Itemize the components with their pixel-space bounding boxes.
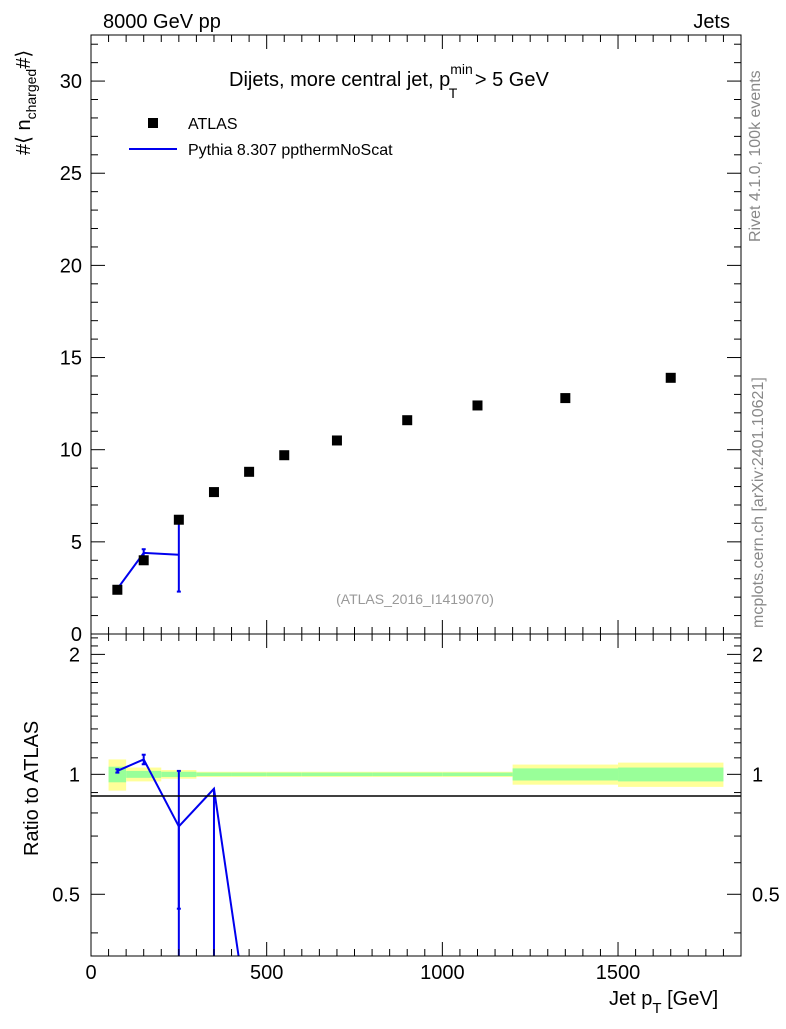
main-panel: 0 5 10 15 20 25 30 Dijets, more central jet, p… bbox=[13, 34, 742, 646]
main-y-tick-label: 10 bbox=[60, 440, 82, 462]
ratio-x-tick-label: 500 bbox=[250, 962, 283, 984]
rivet-label: Rivet 4.1.0, 100k events bbox=[747, 70, 764, 242]
reference-label: (ATLAS_2016_I1419070) bbox=[336, 591, 494, 607]
legend-label-atlas: ATLAS bbox=[188, 116, 238, 133]
main-y-label-end: #⟩ bbox=[13, 50, 35, 69]
ratio-band-green bbox=[196, 772, 232, 777]
atlas-point bbox=[138, 555, 149, 566]
ratio-y-tick-label-right: 2 bbox=[752, 644, 763, 666]
mcplots-label: mcplots.cern.ch [arXiv:2401.10621] bbox=[750, 377, 767, 628]
x-axis-label: Jet pT [GeV] bbox=[609, 988, 718, 1017]
main-y-tick-label: 30 bbox=[60, 71, 82, 93]
ratio-frame bbox=[90, 633, 742, 957]
ratio-band-green bbox=[512, 768, 619, 781]
main-y-tick-label: 20 bbox=[60, 255, 82, 277]
header-right: Jets bbox=[693, 11, 730, 33]
main-y-label-start: #⟨ n bbox=[13, 119, 35, 155]
x-axis-label-sub: T bbox=[652, 1000, 661, 1017]
legend-marker-atlas bbox=[148, 118, 158, 128]
header-left: 8000 GeV pp bbox=[103, 11, 221, 33]
ratio-band-green bbox=[266, 772, 302, 777]
atlas-point bbox=[665, 372, 676, 383]
main-y-label-sub: charged bbox=[23, 69, 39, 120]
main-y-tick-label: 15 bbox=[60, 348, 82, 370]
ratio-band-green bbox=[618, 767, 724, 782]
atlas-point bbox=[112, 584, 123, 595]
atlas-point bbox=[402, 415, 413, 426]
main-y-tick-label: 0 bbox=[71, 624, 82, 646]
atlas-point bbox=[208, 487, 219, 498]
ratio-band-green bbox=[301, 772, 373, 777]
ratio-panel: 0.5 0.5 1 1 2 2 0 500 1000 1500 Ratio to ATLAS J… bbox=[21, 633, 780, 1017]
atlas-point bbox=[331, 435, 342, 446]
main-y-tick-label: 5 bbox=[71, 532, 82, 554]
main-title-main: Dijets, more central jet, p bbox=[229, 69, 450, 91]
ratio-y-ticks: 0.5 0.5 1 1 2 2 bbox=[52, 637, 780, 934]
ratio-series bbox=[115, 753, 240, 957]
legend-label-pythia: Pythia 8.307 ppthermNoScat bbox=[188, 142, 393, 159]
main-y-ticks: 0 5 10 15 20 25 30 bbox=[60, 43, 741, 646]
atlas-point bbox=[173, 514, 184, 525]
atlas-point bbox=[472, 400, 483, 411]
ratio-x-tick-label: 1000 bbox=[420, 962, 465, 984]
main-x-ticks bbox=[90, 35, 742, 634]
ratio-band-green bbox=[126, 770, 162, 778]
ratio-y-tick-label-left: 1 bbox=[69, 764, 80, 786]
ratio-y-tick-label-left: 0.5 bbox=[52, 884, 80, 906]
x-axis-label-start: Jet p bbox=[609, 988, 652, 1010]
main-title-sub: T bbox=[449, 85, 458, 101]
ratio-y-tick-label-left: 2 bbox=[69, 644, 80, 666]
atlas-point bbox=[244, 466, 255, 477]
ratio-band-green bbox=[231, 772, 267, 777]
ratio-y-tick-label-right: 0.5 bbox=[752, 884, 780, 906]
atlas-point bbox=[560, 393, 571, 404]
main-y-tick-label: 25 bbox=[60, 163, 82, 185]
ratio-y-tick-label-right: 1 bbox=[752, 764, 763, 786]
ratio-x-tick-label: 1500 bbox=[596, 962, 641, 984]
ratio-y-label: Ratio to ATLAS bbox=[21, 721, 43, 856]
ratio-x-ticks: 0 500 1000 1500 bbox=[85, 634, 742, 984]
legend: ATLAS Pythia 8.307 ppthermNoScat bbox=[129, 116, 393, 159]
ratio-band-green bbox=[442, 772, 513, 777]
x-axis-label-end: [GeV] bbox=[662, 988, 719, 1010]
ratio-x-tick-label: 0 bbox=[85, 962, 96, 984]
main-y-label: #⟨ ncharged#⟩ bbox=[13, 50, 39, 155]
ratio-band-green bbox=[372, 772, 443, 777]
main-series bbox=[112, 372, 676, 595]
ratio-band-green bbox=[108, 766, 127, 783]
atlas-point bbox=[279, 450, 290, 461]
main-title: Dijets, more central jet, pmin T > 5 GeV bbox=[229, 61, 549, 101]
main-title-sup: min bbox=[450, 61, 473, 77]
main-title-end: > 5 GeV bbox=[469, 69, 549, 91]
